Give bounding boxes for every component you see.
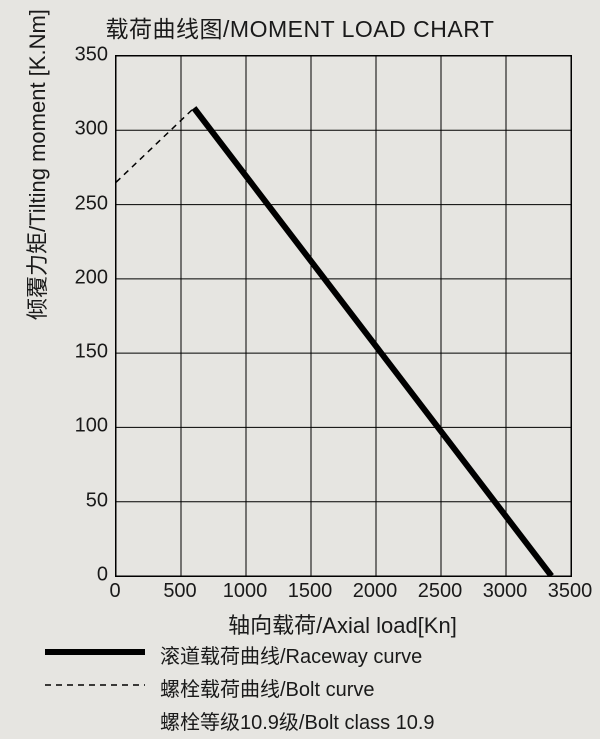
x-tick: 2500 [418,580,463,603]
legend-label-bolt: 螺栓载荷曲线/Bolt curve [160,673,580,702]
legend-label-raceway: 滚道载荷曲线/Raceway curve [160,640,580,669]
x-tick: 3500 [548,580,593,603]
legend: 滚道载荷曲线/Raceway curve 螺栓载荷曲线/Bolt curve 螺… [40,640,580,739]
legend-note: 螺栓等级10.9级/Bolt class 10.9 [160,706,580,735]
x-tick: 3000 [483,580,528,603]
x-ticks: 0500100015002000250030003500 [115,580,570,605]
y-tick: 300 [75,118,108,141]
legend-swatch-dashed [40,676,160,699]
chart-title: 载荷曲线图/MOMENT LOAD CHART [0,10,600,44]
chart-container: 载荷曲线图/MOMENT LOAD CHART 倾覆力矩/Tilting mom… [0,0,600,727]
x-axis-label: 轴向载荷/Axial load[Kn] [115,608,570,640]
legend-swatch-solid [40,643,160,666]
plot-svg [116,56,571,576]
y-tick: 100 [75,415,108,438]
legend-row-bolt: 螺栓载荷曲线/Bolt curve [40,673,580,702]
x-tick: 500 [163,580,196,603]
legend-row-note: 螺栓等级10.9级/Bolt class 10.9 [40,706,580,735]
x-tick: 0 [109,580,120,603]
y-tick: 150 [75,341,108,364]
y-ticks: 050100150200250300350 [0,55,108,575]
legend-row-raceway: 滚道载荷曲线/Raceway curve [40,640,580,669]
y-tick: 200 [75,266,108,289]
x-tick: 1000 [223,580,268,603]
y-tick: 0 [97,564,108,587]
x-tick: 2000 [353,580,398,603]
plot-area [115,55,572,577]
y-tick: 350 [75,44,108,67]
y-tick: 250 [75,192,108,215]
x-tick: 1500 [288,580,333,603]
y-tick: 50 [86,489,108,512]
